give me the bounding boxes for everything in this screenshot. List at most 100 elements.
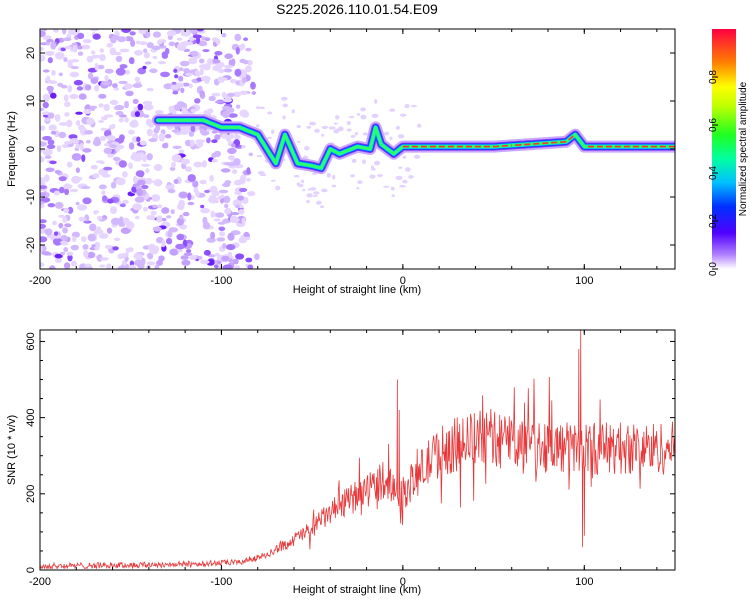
noise-blob [157, 204, 163, 209]
noise-blob [92, 55, 98, 59]
noise-blob [184, 72, 193, 77]
noise-blob [108, 144, 117, 149]
noise-blob [190, 108, 197, 114]
noise-blob [132, 83, 143, 88]
colorbar-tick-label: 0.8 [708, 70, 719, 84]
noise-blob [199, 64, 204, 69]
noise-blob [231, 143, 236, 148]
colorbar-tick-label: 0.2 [708, 214, 719, 228]
noise-blob [80, 44, 91, 50]
noise-blob [391, 194, 395, 198]
noise-blob [76, 176, 83, 181]
noise-blob [304, 146, 310, 151]
noise-blob [161, 207, 170, 214]
noise-blob [69, 71, 80, 78]
noise-blob [167, 188, 176, 194]
noise-blob [98, 93, 107, 99]
noise-blob [357, 180, 363, 184]
noise-blob [40, 185, 47, 190]
noise-blob [234, 33, 242, 42]
noise-blob [162, 143, 168, 149]
noise-blob [235, 80, 240, 86]
noise-blob [200, 207, 211, 214]
noise-blob [42, 93, 50, 102]
noise-blob [148, 138, 158, 143]
noise-blob [99, 48, 105, 53]
noise-blob [71, 153, 82, 161]
noise-blob [282, 115, 286, 120]
noise-blob [64, 101, 71, 108]
noise-blob [233, 158, 241, 166]
noise-blob [202, 49, 210, 53]
noise-blob [119, 48, 130, 53]
noise-blob [42, 101, 49, 109]
noise-blob [166, 184, 172, 191]
noise-blob [152, 55, 158, 60]
noise-blob [48, 80, 58, 84]
noise-blob [173, 68, 178, 73]
noise-blob [223, 195, 231, 204]
noise-blob [247, 191, 256, 197]
noise-blob [186, 249, 192, 253]
noise-blob [182, 211, 190, 217]
noise-blob [214, 100, 224, 104]
noise-blob [137, 103, 144, 111]
noise-blob [362, 159, 366, 165]
noise-blob [167, 35, 173, 40]
noise-blob [75, 167, 80, 173]
noise-blob [132, 175, 138, 184]
noise-blob [152, 226, 162, 232]
noise-blob [238, 204, 244, 209]
noise-blob [405, 167, 411, 172]
noise-blob [239, 109, 249, 118]
noise-blob [390, 186, 395, 191]
noise-blob [90, 29, 100, 32]
noise-blob [199, 179, 207, 185]
noise-blob [75, 120, 81, 126]
noise-blob [321, 133, 325, 137]
noise-blob [199, 90, 205, 98]
noise-blob [331, 184, 337, 188]
noise-blob [154, 264, 160, 269]
noise-blob [266, 136, 273, 139]
noise-blob [98, 119, 105, 123]
noise-blob [152, 204, 158, 209]
noise-blob [91, 244, 96, 248]
noise-blob [79, 142, 84, 151]
noise-blob [150, 210, 157, 216]
noise-blob [66, 251, 74, 256]
noise-blob [152, 45, 161, 51]
noise-blob [140, 257, 146, 266]
noise-blob [176, 203, 185, 211]
noise-blob [69, 188, 79, 193]
noise-blob [174, 74, 179, 79]
noise-blob [221, 91, 227, 99]
noise-blob [170, 84, 180, 90]
noise-blob [72, 236, 77, 243]
noise-blob [293, 174, 300, 178]
noise-blob [66, 119, 73, 128]
noise-blob [83, 108, 92, 115]
noise-blob [189, 29, 198, 34]
noise-blob [62, 37, 72, 42]
colorbar-tick-label: 0.6 [708, 118, 719, 132]
noise-blob [234, 179, 242, 186]
noise-blob [153, 179, 163, 187]
noise-blob [410, 105, 418, 108]
noise-blob [144, 61, 152, 65]
noise-blob [234, 134, 241, 141]
noise-blob [106, 263, 112, 269]
noise-blob [101, 80, 111, 86]
noise-blob [334, 128, 340, 134]
spectrogram-ylabel: Frequency (Hz) [6, 111, 18, 187]
noise-blob [246, 178, 251, 182]
noise-blob [127, 129, 135, 135]
noise-blob [217, 221, 226, 225]
noise-blob [133, 106, 139, 111]
noise-blob [127, 247, 134, 253]
noise-blob [58, 186, 65, 194]
noise-blob [122, 217, 130, 225]
x-tick-label: 0 [400, 576, 406, 588]
noise-blob [135, 170, 145, 178]
noise-blob [235, 253, 245, 260]
